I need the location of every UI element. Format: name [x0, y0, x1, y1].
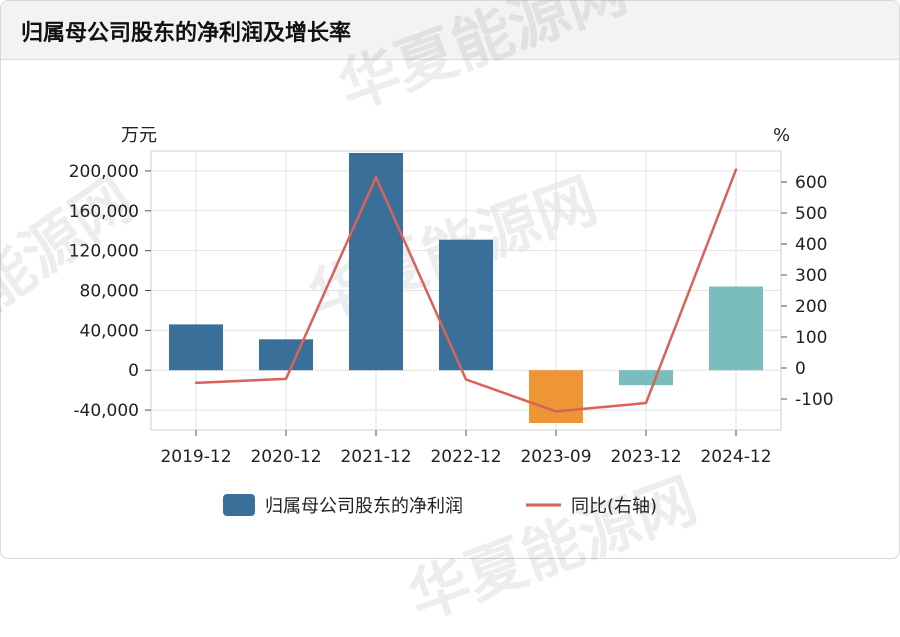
y-left-tick-label: -40,000 — [73, 401, 139, 421]
combo-chart: -40,000 0 40,000 80,000 120,000 160,000 200,00… — [69, 125, 834, 517]
x-tick-label: 2019-12 — [160, 447, 231, 467]
y-right-tick-label: -100 — [795, 390, 834, 410]
y-right-unit: % — [773, 125, 790, 146]
legend-label-bar: 归属母公司股东的净利润 — [265, 496, 463, 517]
y-left-tick-label: 120,000 — [69, 242, 139, 262]
x-tick-label: 2020-12 — [250, 447, 321, 467]
bar-2019-12 — [169, 324, 223, 371]
growth-point-2020-12 — [284, 377, 288, 381]
y-left-tick-label: 160,000 — [69, 202, 139, 222]
x-tick-label: 2023-12 — [610, 447, 681, 467]
bar-2024-12 — [709, 286, 763, 371]
y-left-tick-label: 40,000 — [80, 321, 139, 341]
growth-point-2021-12 — [374, 176, 378, 179]
growth-point-2023-09 — [554, 410, 558, 413]
y-right-tick-label: 0 — [795, 359, 806, 379]
bar-layer — [169, 152, 763, 424]
y-right-tick-label: 200 — [795, 297, 827, 317]
x-tick-label: 2022-12 — [430, 447, 501, 467]
y-right-tick-label: 600 — [795, 173, 827, 193]
title-bar: 归属母公司股东的净利润及增长率 — [1, 1, 899, 60]
bar-2023-09 — [529, 370, 583, 424]
chart-title: 归属母公司股东的净利润及增长率 — [21, 21, 352, 46]
y-right-tick-label: 500 — [795, 204, 827, 224]
bar-2021-12 — [349, 152, 403, 371]
y-left-tick-label: 200,000 — [69, 162, 139, 182]
legend: 归属母公司股东的净利润 同比(右轴) — [223, 494, 657, 517]
y-right-tick-label: 100 — [795, 328, 827, 348]
legend-swatch-bar — [223, 494, 255, 516]
legend-label-line: 同比(右轴) — [571, 496, 657, 517]
growth-point-2024-12 — [734, 168, 738, 171]
bar-2023-12 — [619, 370, 673, 386]
y-left-tick-label: 80,000 — [80, 282, 139, 302]
x-tick-label: 2024-12 — [700, 447, 771, 467]
y-right-tick-label: 300 — [795, 266, 827, 286]
x-tick-label: 2023-09 — [520, 447, 591, 467]
growth-point-2022-12 — [464, 378, 468, 381]
y-right-tick-label: 400 — [795, 235, 827, 255]
x-tick-label: 2021-12 — [340, 447, 411, 467]
growth-point-2019-12 — [194, 381, 198, 385]
y-left-unit: 万元 — [121, 125, 157, 146]
bar-2020-12 — [259, 339, 313, 371]
bar-2022-12 — [439, 239, 493, 371]
growth-point-2023-12 — [644, 401, 648, 405]
y-left-tick-label: 0 — [128, 361, 139, 381]
line-layer — [194, 168, 738, 413]
axis-layer: -40,000 0 40,000 80,000 120,000 160,000 200,00… — [69, 125, 834, 467]
